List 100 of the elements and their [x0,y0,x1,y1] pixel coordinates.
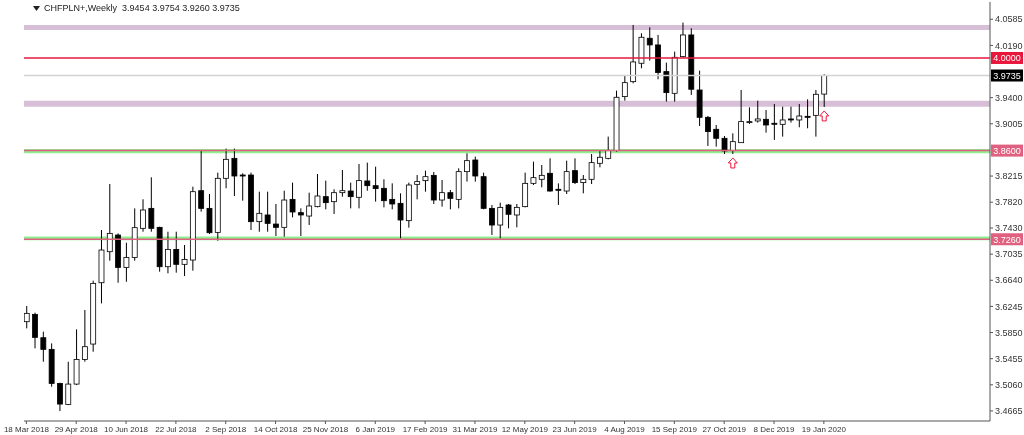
candlestick [472,156,479,183]
candlestick [173,231,180,274]
y-tick-label: 3.7035 [995,249,1023,260]
x-tick-label: 12 May 2019 [501,424,549,434]
candlestick [356,163,362,209]
chart-title: CHFPLN+,Weekly 3.9454 3.9754 3.9260 3.9735 [44,3,240,13]
x-tick-label: 17 Feb 2019 [402,424,449,434]
y-tick-label: 3.9400 [995,92,1023,103]
candlestick [646,26,653,62]
candlestick [796,103,803,128]
y-tick-label: 3.5850 [995,327,1023,338]
candlestick [306,192,313,226]
x-tick-label: 25 Nov 2018 [302,424,349,434]
candlestick [497,202,504,239]
candlestick [580,174,587,194]
candlestick [57,382,63,412]
candlestick [597,150,603,168]
candlestick [198,150,205,213]
x-tick-label: 8 Dec 2019 [753,424,796,434]
y-tick-label: 3.5455 [995,353,1023,364]
x-tick-label: 31 Mar 2019 [452,424,498,434]
y-tick-label: 3.8215 [995,171,1023,182]
x-tick-label: 10 Jun 2018 [104,424,149,434]
candlestick [489,204,495,236]
candlestick [588,153,595,185]
candlestick [264,191,271,233]
candlestick [729,132,736,155]
y-tick-label: 3.9005 [995,119,1023,129]
x-tick-label: 19 Jan 2020 [801,424,847,434]
candlestick [181,244,188,277]
candlestick [397,192,404,239]
candlestick [513,203,520,228]
candlestick [530,161,537,186]
candlestick [223,148,229,189]
candlestick [663,62,670,103]
candlestick [439,179,445,208]
candlestick [522,172,529,208]
y-tick-label: 4.0585 [995,14,1023,25]
candlestick [140,198,146,233]
candlestick [621,75,628,102]
candlestick [106,183,113,262]
candlestick [821,73,828,108]
candlestick [414,174,421,200]
x-tick-label: 14 Oct 2018 [253,424,298,434]
candlestick [314,173,321,208]
x-tick-label: 29 Apr 2018 [54,424,99,434]
y-tick-label: 3.6245 [995,301,1023,312]
x-tick-label: 27 Oct 2019 [702,424,747,434]
candlestick [538,164,545,188]
x-tick-label: 23 Jun 2019 [552,424,598,434]
candlestick [231,148,238,197]
candlestick [273,203,279,237]
candlestick [555,182,562,206]
ref-line-label: 3.9735 [993,71,1021,82]
ref-line-label: 4.0000 [993,53,1021,64]
candlestick [347,182,354,209]
y-tick-label: 4.0190 [995,40,1023,51]
candlestick [804,98,811,129]
candlestick [788,106,794,124]
y-tick-label: 3.5060 [995,380,1023,390]
candlestick [32,312,38,349]
ref-line-label: 3.8600 [993,146,1021,157]
y-tick-label: 3.6640 [995,275,1023,286]
x-tick-label: 18 Mar 2018 [3,424,50,434]
candlestick [630,24,637,84]
candlestick [364,162,371,192]
x-tick-label: 2 Sep 2018 [205,424,247,434]
candlestick [24,305,30,329]
candlestick [779,106,786,138]
candlestick [705,115,711,147]
candlestick [322,180,329,210]
candlestick [713,124,720,148]
candlestick [771,103,778,141]
candlestick [505,203,512,229]
candlestick [148,176,155,233]
x-tick-label: 6 Jan 2019 [355,424,396,434]
y-tick-label: 3.7820 [995,197,1023,208]
candlestick [447,189,454,210]
x-tick-label: 4 Aug 2019 [604,424,646,434]
candlestick [65,361,72,406]
candlestick [339,169,346,198]
candlestick [464,152,470,183]
candlestick [389,182,396,210]
candlestick [331,188,337,215]
candlestick [256,191,263,233]
candlestick [239,172,246,202]
candlestick [422,170,429,193]
candlestick [763,109,769,134]
candlestick [40,331,47,363]
candlestick [680,22,686,58]
candlestick [297,207,304,237]
candlestick [372,166,379,203]
candlestick [813,89,819,138]
candlestick [563,160,570,195]
candlestick [547,157,553,193]
x-tick-label: 22 Jul 2018 [155,424,198,434]
x-tick-label: 15 Sep 2019 [651,424,698,434]
candlestick [381,178,387,208]
candlestick [165,231,171,274]
candlestick [754,100,761,124]
